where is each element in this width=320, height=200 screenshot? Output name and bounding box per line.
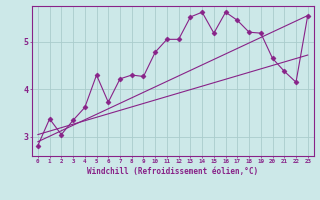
X-axis label: Windchill (Refroidissement éolien,°C): Windchill (Refroidissement éolien,°C)	[87, 167, 258, 176]
